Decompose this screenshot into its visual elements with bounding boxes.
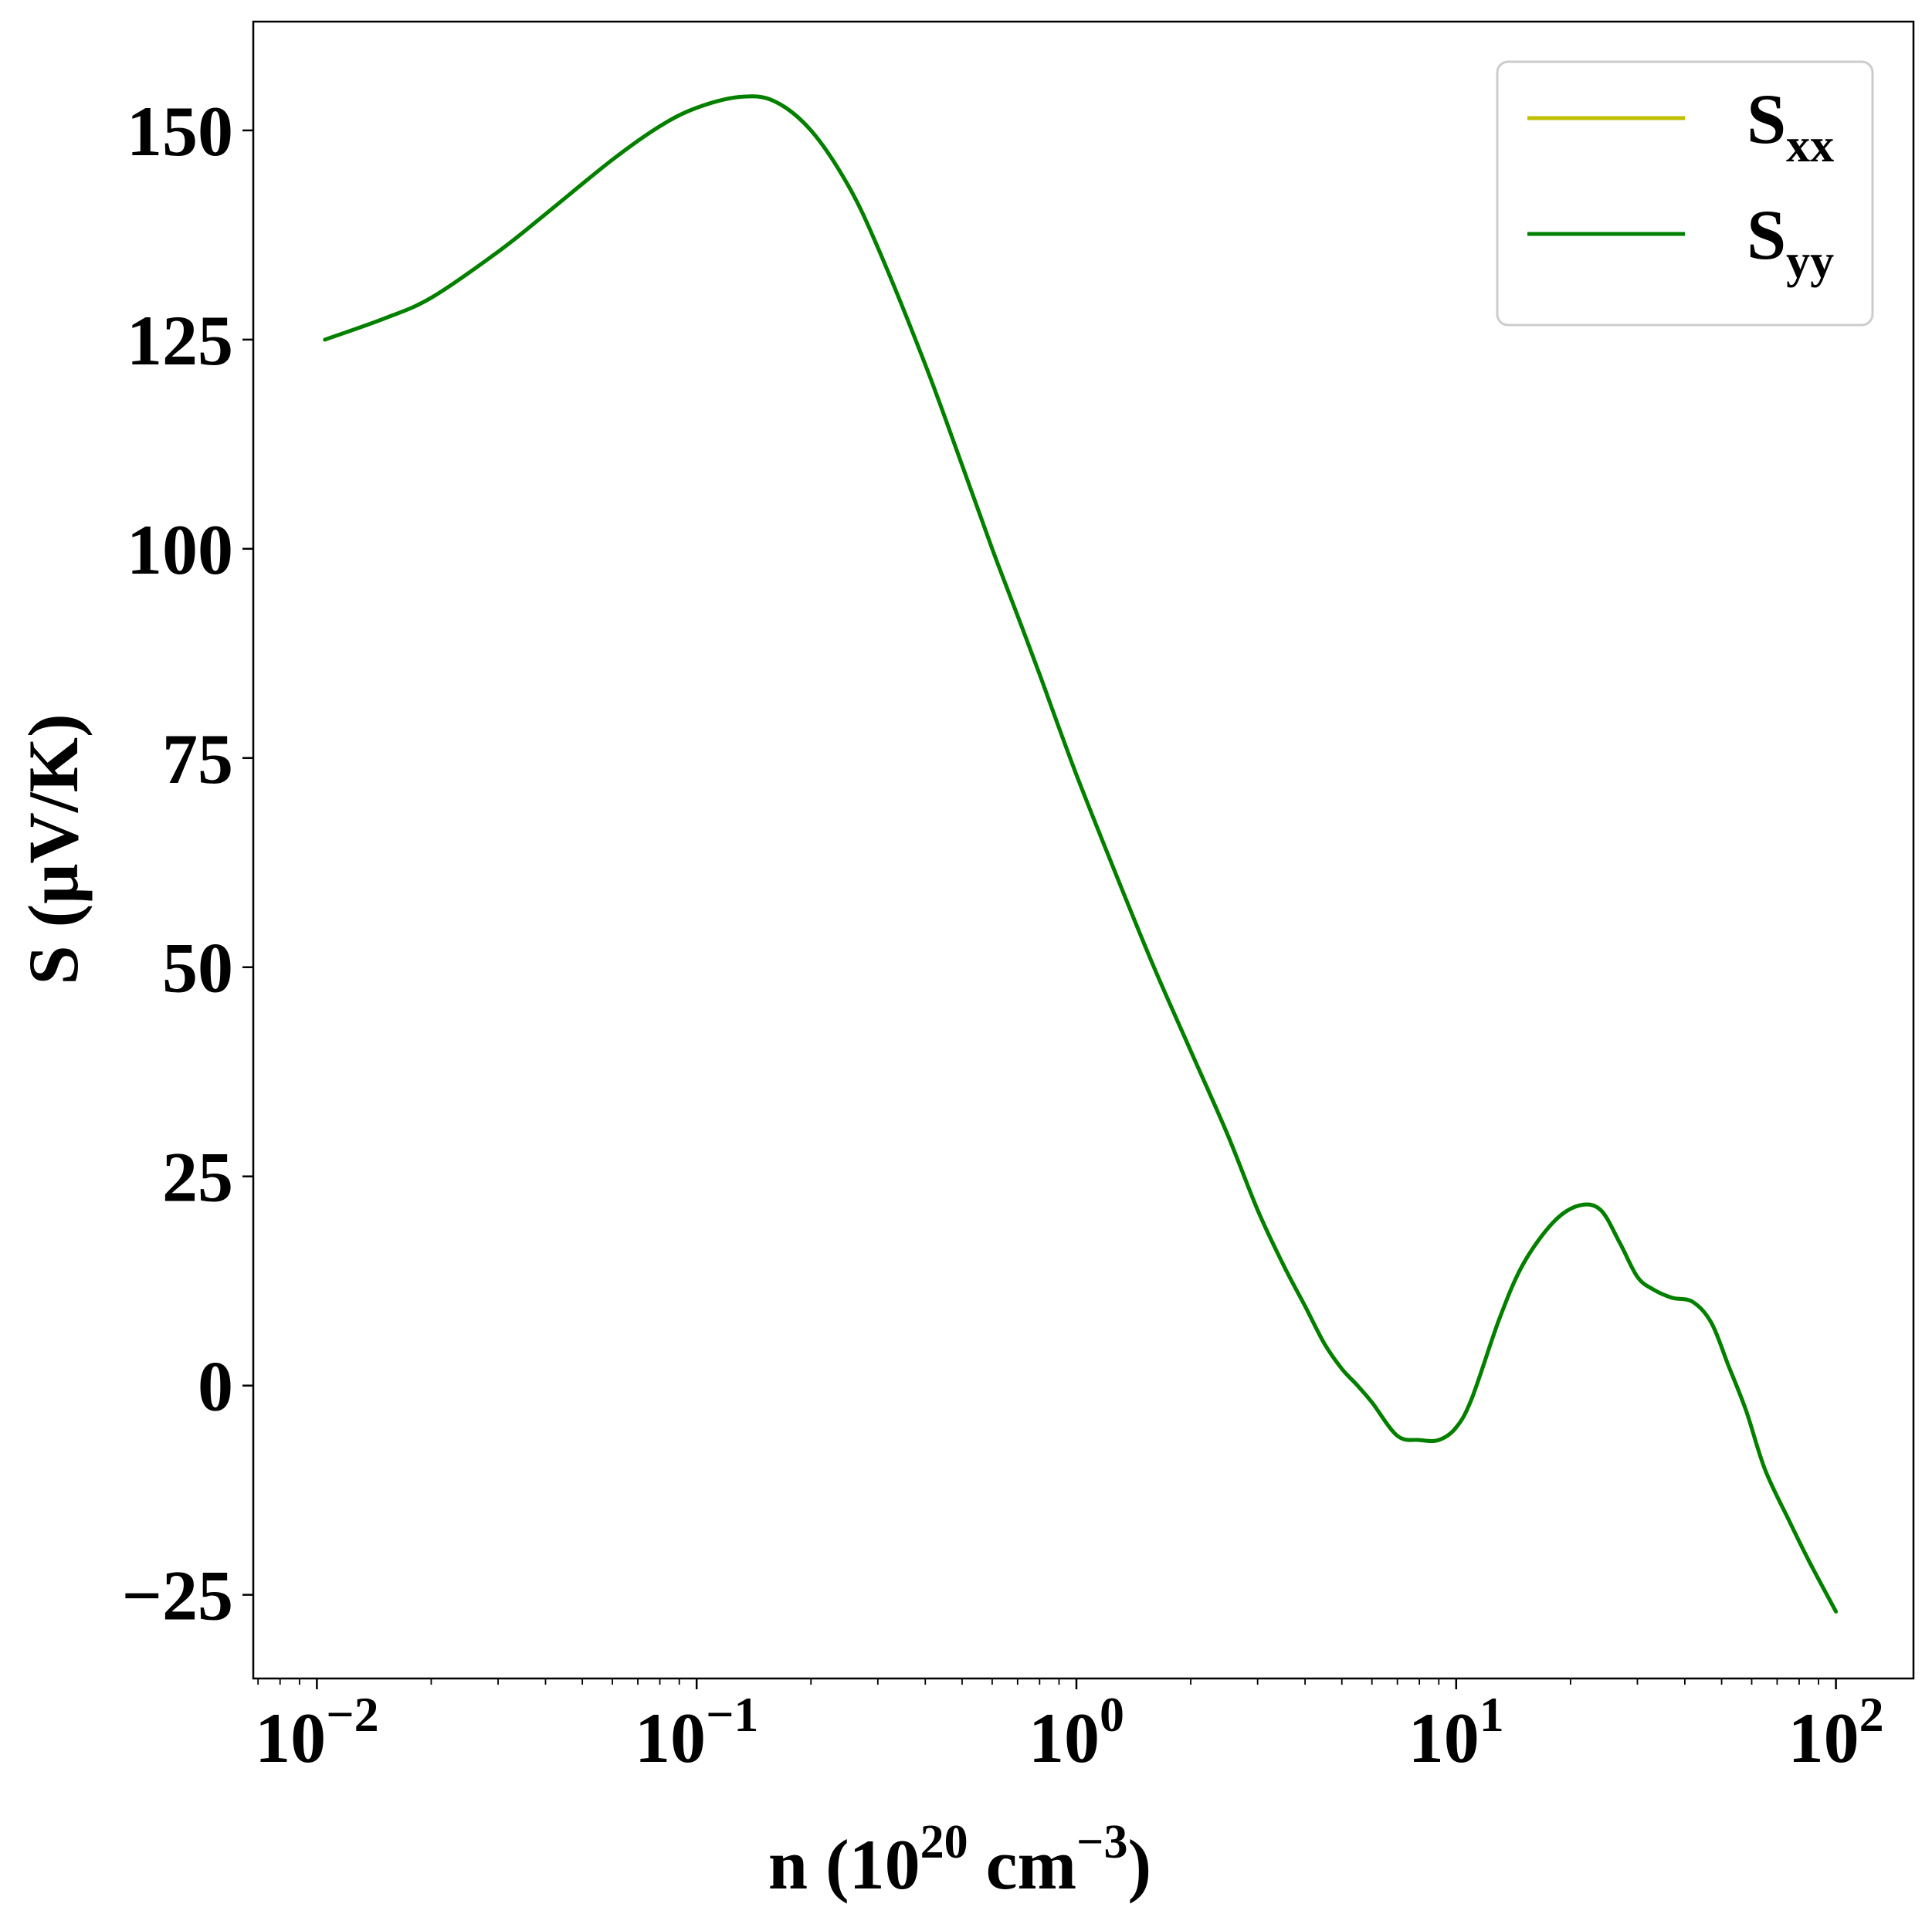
x-tick-label: 10−1 xyxy=(635,1687,758,1777)
legend: Sxx Syy xyxy=(1496,60,1874,327)
x-axis-label-exp1: 20 xyxy=(920,1816,968,1868)
y-tick-label: 125 xyxy=(127,301,233,380)
x-tick-label: 10−2 xyxy=(255,1687,378,1777)
y-tick-label: 25 xyxy=(162,1138,233,1217)
x-tick-label-base: 10 xyxy=(255,1699,326,1777)
y-axis-ticks: −25 0 25 50 75 100 125 150 xyxy=(122,92,253,1635)
y-tick-label: 75 xyxy=(162,720,233,798)
x-tick-label-exp: 1 xyxy=(1480,1687,1504,1742)
legend-label-sxx-base: S xyxy=(1747,80,1786,158)
x-axis-label-end: ) xyxy=(1128,1825,1152,1904)
x-tick-label-exp: −2 xyxy=(326,1687,378,1742)
plot-frame xyxy=(252,20,1915,1680)
x-tick-label-base: 10 xyxy=(1408,1699,1480,1777)
legend-label-syy: Syy xyxy=(1747,195,1834,288)
x-axis-label-mid: cm xyxy=(968,1825,1076,1904)
series-line-syy xyxy=(323,94,1839,1614)
x-axis-label: n (1020 cm−3) xyxy=(768,1816,1151,1904)
x-tick-label-exp: 2 xyxy=(1859,1687,1884,1742)
y-axis-label: S (μV/K) xyxy=(14,713,93,984)
y-tick-label: 0 xyxy=(198,1347,233,1426)
x-axis-ticks: 10−2 10−1 100 101 102 xyxy=(255,1678,1884,1777)
x-axis-label-exp2: −3 xyxy=(1076,1816,1127,1868)
legend-box xyxy=(1496,60,1874,327)
series-layer xyxy=(323,94,1839,1614)
x-tick-label: 102 xyxy=(1788,1687,1884,1777)
x-tick-label-exp: −1 xyxy=(706,1687,758,1742)
y-tick-label: 150 xyxy=(127,92,233,171)
x-tick-label: 100 xyxy=(1029,1687,1124,1777)
y-tick-label: −25 xyxy=(122,1556,233,1635)
x-tick-label-base: 10 xyxy=(1029,1699,1100,1777)
x-tick-label-base: 10 xyxy=(1788,1699,1859,1777)
x-tick-label: 101 xyxy=(1408,1687,1504,1777)
x-axis-label-base: n (10 xyxy=(768,1825,920,1904)
legend-label-sxx: Sxx xyxy=(1747,80,1834,172)
x-tick-label-base: 10 xyxy=(635,1699,706,1777)
legend-label-syy-base: S xyxy=(1747,195,1786,274)
legend-label-syy-sub: yy xyxy=(1786,235,1834,288)
y-tick-label: 100 xyxy=(127,510,233,589)
legend-label-sxx-sub: xx xyxy=(1786,120,1834,172)
y-tick-label: 50 xyxy=(162,929,233,1008)
x-tick-label-exp: 0 xyxy=(1100,1687,1124,1742)
